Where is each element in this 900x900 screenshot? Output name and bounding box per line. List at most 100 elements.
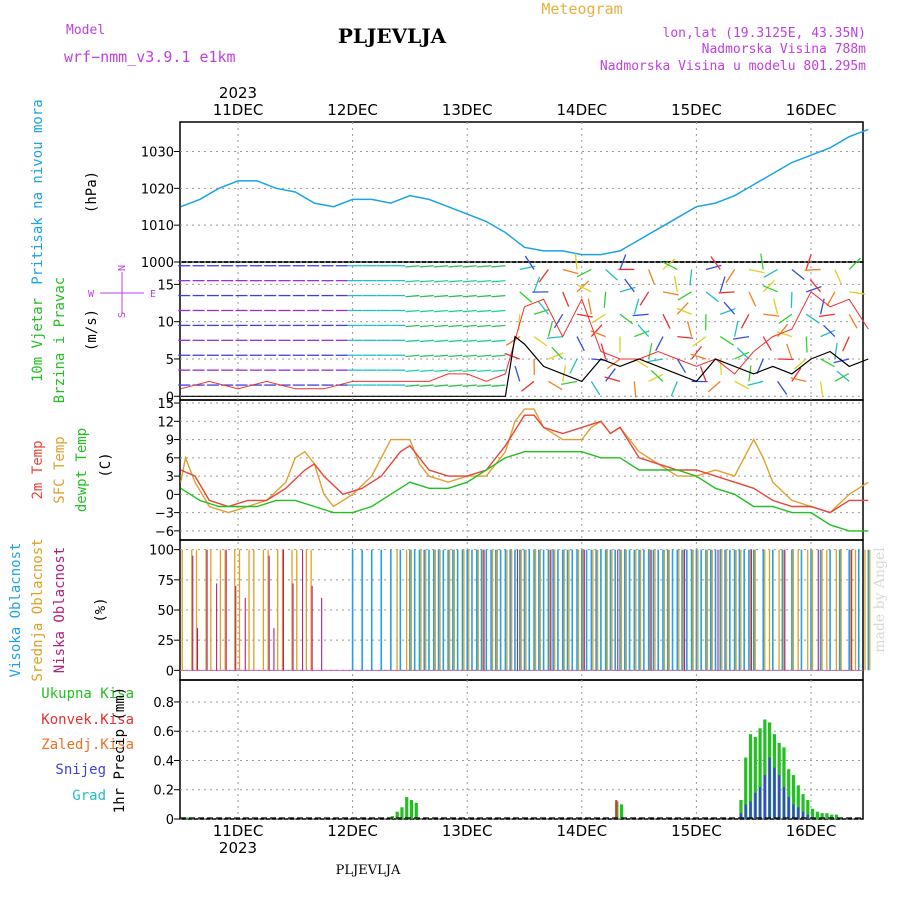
cloud-tick-label: 75 — [157, 574, 174, 589]
wind-arrow — [705, 291, 719, 303]
wind-arrow — [587, 298, 592, 315]
wind-arrow — [491, 354, 506, 358]
year-label-bottom: 2023 — [219, 839, 257, 857]
dewpoint-line — [180, 451, 869, 532]
wind-arrow — [491, 369, 506, 373]
cloud-label-3: Niska Oblacnost — [52, 547, 68, 673]
compass-north: N — [117, 265, 128, 271]
model-label: Model — [66, 23, 105, 38]
wind-arrow — [405, 354, 420, 358]
compass-west: W — [88, 289, 95, 300]
wind-arrow — [419, 384, 434, 387]
snow-bar — [797, 807, 800, 819]
bottom-station-label: PLJEVLJA — [336, 863, 401, 878]
wind-arrow — [533, 308, 550, 315]
total-rain-bar — [820, 813, 824, 819]
wind-arrow — [434, 324, 449, 328]
wind-arrow — [462, 369, 477, 373]
wind-arrow — [491, 384, 506, 387]
wind-arrow — [809, 279, 822, 293]
total-rain-bar — [744, 757, 748, 819]
top-day-label: 11DEC — [213, 101, 264, 119]
wind-arrow — [576, 284, 592, 293]
wind-arrow — [689, 269, 693, 286]
wind-arrow — [491, 309, 506, 313]
bottom-day-label: 16DEC — [786, 822, 837, 840]
wind-arrow — [818, 313, 835, 318]
precip-tick-label: 0.8 — [153, 696, 174, 711]
pressure-tick-label: 1020 — [141, 182, 174, 197]
wind-arrow — [662, 261, 678, 271]
precip-unit: 1hr Precip (mm) — [112, 687, 128, 813]
cloud-tick-label: 25 — [157, 634, 174, 649]
wind-arrow — [574, 253, 578, 270]
pressure-tick-label: 1010 — [141, 219, 174, 234]
wind-arrow — [419, 354, 434, 358]
snow-bar — [758, 786, 762, 819]
snow-bar — [739, 813, 743, 819]
wind-arrow — [823, 324, 836, 338]
wind-arrow — [756, 358, 764, 374]
snow-bar — [773, 767, 776, 819]
total-rain-bar — [405, 797, 409, 819]
total-rain-bar — [400, 807, 404, 819]
wind-arrow — [676, 302, 689, 315]
wind-arrow — [624, 278, 635, 293]
wind-arrow — [760, 253, 764, 270]
wind-arrow — [405, 280, 420, 283]
top-day-labels: 11DEC 12DEC 13DEC 14DEC 15DEC 16DEC — [213, 101, 837, 119]
wind-arrow — [533, 276, 541, 293]
bottom-day-label: 11DEC — [213, 822, 264, 840]
wind-arrow — [434, 339, 449, 343]
wind-arrow — [763, 313, 780, 317]
wind-arrow — [719, 358, 723, 375]
compass-south: S — [117, 312, 128, 318]
temp-label-1: 2m Temp — [30, 440, 46, 499]
wind-arrow — [805, 254, 812, 270]
total-rain-bar — [811, 808, 815, 819]
wind-arrow — [477, 280, 492, 283]
wind-arrow — [491, 324, 506, 328]
wind-arrow — [786, 343, 793, 360]
snow-bar — [754, 792, 757, 819]
bottom-day-label: 14DEC — [557, 822, 608, 840]
temp-tick-label: 3 — [166, 470, 174, 485]
snow-bar — [768, 757, 771, 819]
wind-arrow — [519, 291, 533, 303]
wind-arrow — [734, 380, 750, 390]
temp-tick-label: −6 — [155, 525, 174, 540]
wind-arrow — [448, 309, 463, 313]
wind-arrow — [505, 336, 521, 346]
snow-bar — [792, 804, 795, 819]
bottom-day-labels: 11DEC 12DEC 13DEC 14DEC 15DEC 16DEC — [213, 822, 837, 840]
wind-arrow — [805, 313, 820, 324]
wind-arrow — [707, 380, 721, 393]
top-day-label: 14DEC — [557, 101, 608, 119]
wind-arrow — [448, 324, 463, 328]
wind-arrow — [491, 280, 506, 283]
wind-arrow — [778, 313, 793, 324]
precip-panel — [179, 679, 864, 820]
compass-icon: N S W E — [88, 265, 156, 318]
wind-tick-label: 15 — [157, 278, 174, 293]
wind-arrow — [419, 339, 434, 343]
wind-arrow — [806, 286, 822, 293]
top-day-label: 13DEC — [442, 101, 493, 119]
snow-bar — [806, 814, 809, 819]
wind-arrow — [491, 339, 506, 343]
wind-speed-line — [180, 335, 869, 397]
wind-arrow — [691, 345, 702, 360]
pressure-unit: (hPa) — [84, 171, 100, 213]
temp-tick-label: 12 — [157, 415, 174, 430]
wind-arrow — [820, 358, 835, 368]
precip-tick-label: 0 — [166, 813, 174, 828]
snow-bar — [787, 797, 790, 819]
temp-tick-label: −3 — [155, 507, 174, 522]
wind-arrow — [419, 369, 434, 373]
wind-arrow — [538, 269, 549, 283]
wind-arrow — [419, 294, 434, 298]
precip-legend-item: Konvek.Kisa — [41, 712, 134, 728]
cloud-tick-label: 50 — [157, 604, 174, 619]
wind-arrow — [462, 309, 477, 313]
model-name: wrf−nmm_v3.9.1 e1km — [64, 48, 236, 66]
